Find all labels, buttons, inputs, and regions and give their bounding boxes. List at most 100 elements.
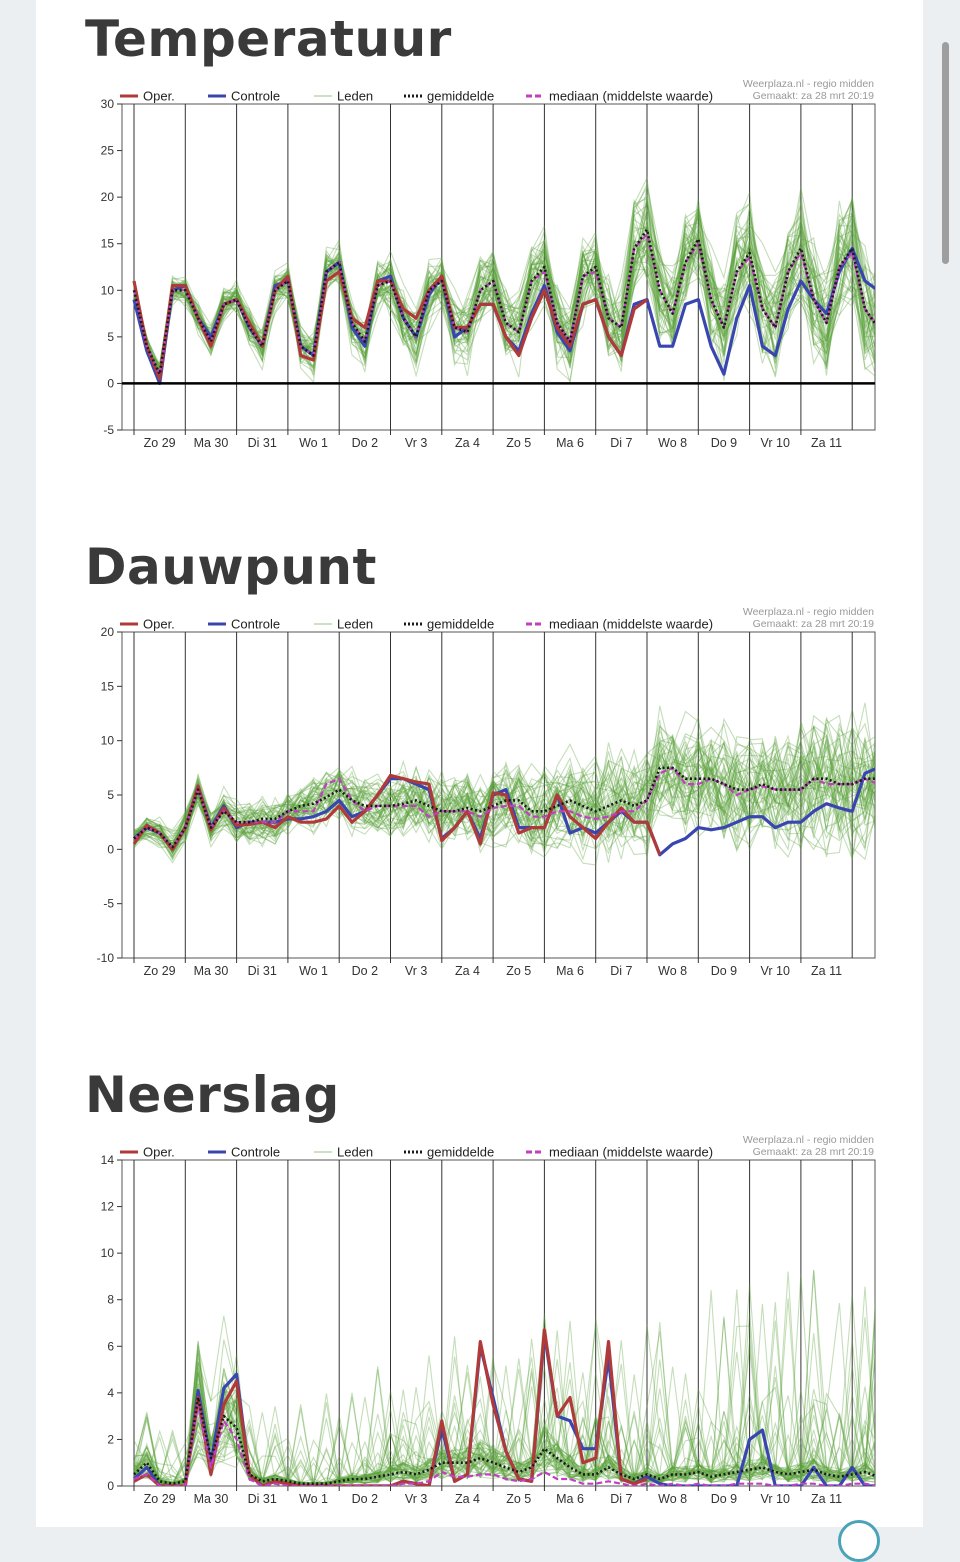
watermark-source: Weerplaza.nl - regio midden: [743, 606, 874, 618]
y-tick-label: 30: [101, 97, 115, 111]
ensemble-member-line: [133, 1351, 875, 1486]
ensemble-member-line: [133, 1339, 875, 1485]
ensemble-member-line: [133, 186, 875, 381]
ensemble-member-line: [133, 1290, 875, 1485]
ensemble-member-line: [133, 705, 875, 850]
legend-label-leden: Leden: [337, 617, 373, 632]
x-tick-label: Za 11: [811, 1492, 842, 1506]
x-tick-label: Di 7: [610, 436, 632, 450]
x-tick-label: Za 4: [455, 964, 480, 978]
ensemble-member-line: [133, 719, 875, 856]
ensemble-member-line: [133, 1270, 875, 1485]
x-tick-label: Za 11: [811, 964, 842, 978]
ensemble-member-line: [133, 736, 875, 850]
ensemble-member-line: [133, 212, 875, 383]
watermark-source: Weerplaza.nl - regio midden: [743, 1134, 874, 1146]
legend-label-oper: Oper.: [143, 89, 175, 104]
legend-label-gemiddelde: gemiddelde: [427, 1145, 494, 1160]
x-tick-label: Zo 5: [506, 964, 531, 978]
x-tick-label: Wo 1: [299, 964, 328, 978]
ensemble-member-line: [133, 1338, 875, 1485]
scroll-top-button[interactable]: [838, 1520, 880, 1562]
ensemble-member-line: [133, 210, 875, 378]
legend-label-gemiddelde: gemiddelde: [427, 617, 494, 632]
x-tick-label: Ma 6: [556, 436, 584, 450]
legend-label-mediaan: mediaan (middelste waarde): [549, 89, 713, 104]
legend-label-mediaan: mediaan (middelste waarde): [549, 1145, 713, 1160]
ensemble-member-line: [133, 737, 875, 852]
ensemble-member-line: [133, 755, 875, 861]
ensemble-member-line: [133, 725, 875, 855]
ensemble-member-line: [133, 1357, 875, 1486]
series-line-mediaan: [133, 766, 875, 849]
y-tick-label: 4: [107, 1386, 114, 1400]
x-tick-label: Zo 5: [506, 436, 531, 450]
ensemble-member-line: [133, 1341, 875, 1485]
ensemble-member-line: [133, 234, 875, 370]
ensemble-member-line: [133, 743, 875, 854]
ensemble-member-line: [133, 714, 875, 850]
ensemble-member-line: [133, 743, 875, 850]
ensemble-member-line: [133, 201, 875, 370]
x-tick-label: Vr 3: [405, 436, 428, 450]
ensemble-member-line: [133, 200, 875, 370]
ensemble-member-line: [133, 754, 875, 852]
ensemble-member-line: [133, 745, 875, 851]
ensemble-member-line: [133, 736, 875, 847]
ensemble-member-line: [133, 1372, 875, 1486]
watermark-source: Weerplaza.nl - regio midden: [743, 78, 874, 90]
ensemble-member-line: [133, 184, 875, 379]
y-tick-label: 0: [107, 376, 114, 390]
series-line-gemiddelde: [133, 766, 875, 849]
ensemble-member-line: [133, 739, 875, 850]
ensemble-member-line: [133, 742, 875, 866]
ensemble-member-line: [133, 1338, 875, 1486]
y-tick-label: 25: [101, 144, 115, 158]
x-tick-label: Do 2: [352, 964, 378, 978]
y-tick-label: 15: [101, 237, 115, 251]
x-tick-label: Do 9: [711, 964, 737, 978]
x-tick-label: Ma 6: [556, 964, 584, 978]
scrollbar-thumb[interactable]: [942, 42, 949, 264]
plot-lines: [132, 702, 875, 866]
y-tick-label: 15: [101, 679, 115, 693]
legend-label-gemiddelde: gemiddelde: [427, 89, 494, 104]
y-tick-label: -10: [97, 951, 115, 965]
ensemble-member-line: [133, 733, 875, 845]
ensemble-member-line: [133, 215, 875, 380]
y-tick-label: -5: [103, 897, 114, 911]
y-tick-label: -5: [103, 423, 114, 437]
x-tick-label: Zo 29: [144, 1492, 176, 1506]
ensemble-member-line: [133, 208, 875, 375]
y-tick-label: 14: [101, 1153, 115, 1167]
section-title-neerslag: Neerslag: [85, 1066, 340, 1124]
ensemble-member-line: [133, 1387, 875, 1486]
x-tick-label: Ma 30: [194, 964, 229, 978]
ensemble-member-line: [133, 182, 875, 377]
x-tick-label: Do 9: [711, 436, 737, 450]
chart-temperatuur: -5 0 5 10 15 20 25 30 Zo 29 Ma 30 Di 31 Wo 1 Do 2 Vr …: [101, 78, 876, 450]
ensemble-member-line: [133, 204, 875, 383]
y-tick-label: 10: [101, 734, 115, 748]
ensemble-member-line: [133, 734, 875, 854]
ensemble-member-line: [133, 199, 875, 384]
plot-lines: [132, 176, 875, 385]
x-tick-label: Zo 5: [506, 1492, 531, 1506]
ensemble-member-line: [133, 209, 875, 375]
y-tick-label: 10: [101, 1246, 115, 1260]
x-tick-label: Za 4: [455, 1492, 480, 1506]
x-tick-label: Di 7: [610, 964, 632, 978]
x-tick-label: Zo 29: [144, 436, 176, 450]
ensemble-member-line: [133, 235, 875, 375]
x-tick-label: Ma 30: [194, 1492, 229, 1506]
legend-label-controle: Controle: [231, 1145, 280, 1160]
y-tick-label: 12: [101, 1200, 115, 1214]
ensemble-member-line: [133, 224, 875, 381]
y-tick-label: 0: [107, 842, 114, 856]
ensemble-member-line: [133, 722, 875, 851]
ensemble-member-line: [133, 213, 875, 378]
legend-label-oper: Oper.: [143, 1145, 175, 1160]
legend-label-controle: Controle: [231, 617, 280, 632]
ensemble-member-line: [133, 1397, 875, 1486]
x-tick-label: Wo 1: [299, 1492, 328, 1506]
